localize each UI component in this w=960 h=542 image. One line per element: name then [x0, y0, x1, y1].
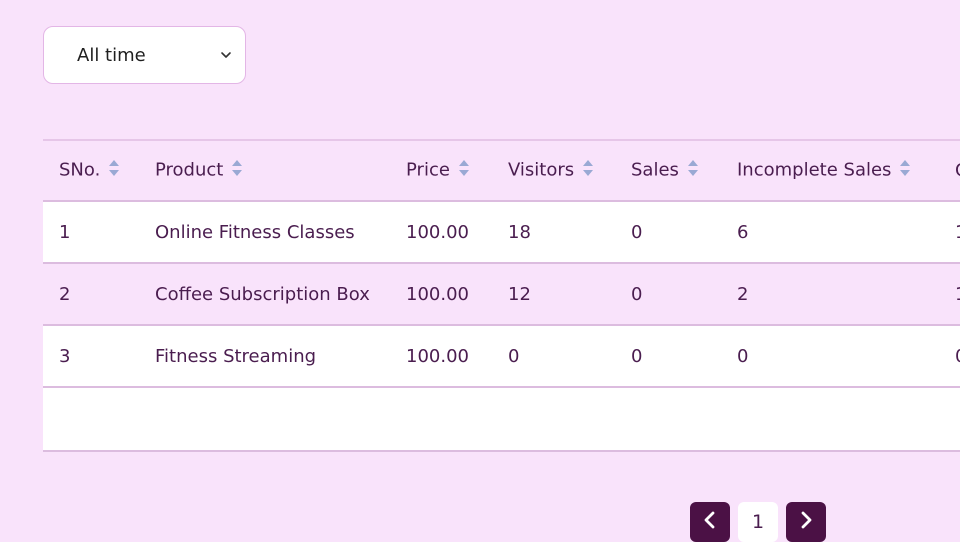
- cell-truncated: 1: [955, 201, 960, 263]
- time-range-value: All time: [77, 44, 146, 66]
- cell-truncated: 1: [955, 263, 960, 325]
- cell-sno: 1: [59, 221, 71, 243]
- cell-price: 100.00: [406, 283, 469, 305]
- sort-arrows-icon[interactable]: [582, 159, 594, 182]
- column-header-incomplete-sales[interactable]: Incomplete Sales: [737, 140, 955, 201]
- cell-truncated: 0: [955, 325, 960, 387]
- column-header-label: Incomplete Sales: [737, 159, 892, 181]
- cell-visitors: 0: [508, 345, 520, 367]
- table-row[interactable]: 3 Fitness Streaming 100.00 0 0 0 0: [43, 325, 960, 387]
- cell-sno: 3: [59, 345, 71, 367]
- column-header-truncated[interactable]: C: [955, 140, 960, 201]
- cell-incomplete-sales: 0: [737, 345, 749, 367]
- cell-visitors: 12: [508, 283, 531, 305]
- chevron-right-icon: [798, 511, 814, 533]
- table-row[interactable]: 1 Online Fitness Classes 100.00 18 0 6 1: [43, 201, 960, 263]
- column-header-label: Price: [406, 159, 450, 181]
- cell-sales: 0: [631, 283, 643, 305]
- cell-product: Fitness Streaming: [155, 345, 317, 367]
- sort-arrows-icon[interactable]: [458, 159, 470, 182]
- page-number-button[interactable]: 1: [738, 502, 778, 542]
- next-page-button[interactable]: [786, 502, 826, 542]
- sort-arrows-icon[interactable]: [108, 159, 120, 182]
- sort-arrows-icon[interactable]: [231, 159, 243, 182]
- products-table: SNo. Product Price Visitors Sales Incomp…: [43, 139, 960, 452]
- column-header-label: C: [955, 160, 960, 181]
- pagination: 1: [690, 502, 826, 542]
- sort-arrows-icon[interactable]: [687, 159, 699, 182]
- table-empty-row: [43, 387, 960, 451]
- column-header-price[interactable]: Price: [406, 140, 508, 201]
- table-header-row: SNo. Product Price Visitors Sales Incomp…: [43, 140, 960, 201]
- cell-incomplete-sales: 2: [737, 283, 749, 305]
- cell-sales: 0: [631, 221, 643, 243]
- cell-price: 100.00: [406, 345, 469, 367]
- cell-product: Online Fitness Classes: [155, 221, 355, 243]
- column-header-label: SNo.: [59, 159, 101, 181]
- cell-incomplete-sales: 6: [737, 221, 749, 243]
- chevron-down-icon: [219, 48, 233, 62]
- column-header-label: Visitors: [508, 159, 575, 181]
- cell-product: Coffee Subscription Box: [155, 283, 370, 305]
- column-header-sno[interactable]: SNo.: [43, 140, 155, 201]
- cell-price: 100.00: [406, 221, 469, 243]
- cell-visitors: 18: [508, 221, 531, 243]
- table-row[interactable]: 2 Coffee Subscription Box 100.00 12 0 2 …: [43, 263, 960, 325]
- column-header-visitors[interactable]: Visitors: [508, 140, 631, 201]
- cell-sales: 0: [631, 345, 643, 367]
- column-header-label: Sales: [631, 159, 679, 181]
- column-header-label: Product: [155, 159, 224, 181]
- cell-sno: 2: [59, 283, 71, 305]
- sort-arrows-icon[interactable]: [899, 159, 911, 182]
- prev-page-button[interactable]: [690, 502, 730, 542]
- column-header-product[interactable]: Product: [155, 140, 406, 201]
- time-range-select[interactable]: All time: [43, 26, 246, 84]
- chevron-left-icon: [702, 511, 718, 533]
- column-header-sales[interactable]: Sales: [631, 140, 737, 201]
